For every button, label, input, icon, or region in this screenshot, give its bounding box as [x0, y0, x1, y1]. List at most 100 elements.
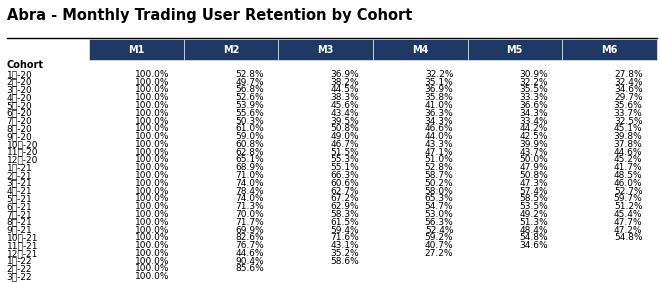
Text: 7月-20: 7月-20 [7, 116, 32, 125]
Text: 49.2%: 49.2% [519, 210, 548, 219]
Text: 78.4%: 78.4% [236, 187, 264, 196]
Text: 3月-21: 3月-21 [7, 179, 32, 188]
Text: 100.0%: 100.0% [135, 70, 170, 79]
Text: 100.0%: 100.0% [135, 140, 170, 149]
Text: 30.9%: 30.9% [519, 70, 548, 79]
Text: 7月-21: 7月-21 [7, 210, 32, 219]
Text: 46.7%: 46.7% [330, 140, 359, 149]
Text: 67.2%: 67.2% [330, 194, 359, 203]
Text: 12月-20: 12月-20 [7, 155, 38, 164]
Text: 100.0%: 100.0% [135, 179, 170, 188]
Text: 58.0%: 58.0% [424, 187, 453, 196]
Text: 46.6%: 46.6% [424, 124, 453, 133]
Text: 57.4%: 57.4% [519, 187, 548, 196]
Text: 60.8%: 60.8% [236, 140, 264, 149]
Text: 49.0%: 49.0% [330, 132, 359, 141]
Text: 76.7%: 76.7% [236, 241, 264, 250]
Text: 100.0%: 100.0% [135, 155, 170, 164]
Text: 52.4%: 52.4% [425, 226, 453, 235]
Text: 51.5%: 51.5% [330, 148, 359, 157]
Text: 100.0%: 100.0% [135, 85, 170, 94]
Text: 37.8%: 37.8% [614, 140, 643, 149]
Text: 65.3%: 65.3% [424, 194, 453, 203]
Text: 11月-20: 11月-20 [7, 148, 38, 157]
Text: 34.3%: 34.3% [424, 116, 453, 125]
Text: 36.9%: 36.9% [330, 70, 359, 79]
Text: 34.6%: 34.6% [519, 241, 548, 250]
Text: M4: M4 [412, 45, 428, 55]
Text: 62.9%: 62.9% [330, 202, 359, 211]
Text: 71.0%: 71.0% [236, 171, 264, 180]
Text: M6: M6 [601, 45, 618, 55]
Text: 35.8%: 35.8% [424, 93, 453, 102]
Text: 2月-21: 2月-21 [7, 171, 32, 180]
Text: 74.0%: 74.0% [236, 179, 264, 188]
Text: 56.8%: 56.8% [236, 85, 264, 94]
Text: 62.7%: 62.7% [330, 187, 359, 196]
Text: 62.8%: 62.8% [236, 148, 264, 157]
Text: 44.6%: 44.6% [614, 148, 643, 157]
Text: 39.5%: 39.5% [330, 116, 359, 125]
Text: 43.7%: 43.7% [519, 148, 548, 157]
Text: 71.6%: 71.6% [330, 233, 359, 242]
Text: 33.7%: 33.7% [614, 109, 643, 118]
Text: 38.3%: 38.3% [330, 93, 359, 102]
Text: 100.0%: 100.0% [135, 218, 170, 227]
Text: 50.8%: 50.8% [519, 171, 548, 180]
Text: M3: M3 [317, 45, 334, 55]
Text: 100.0%: 100.0% [135, 257, 170, 266]
Text: 45.4%: 45.4% [614, 210, 643, 219]
Text: 34.3%: 34.3% [519, 109, 548, 118]
Text: 65.1%: 65.1% [236, 155, 264, 164]
Text: 1月-21: 1月-21 [7, 163, 32, 172]
Text: 47.1%: 47.1% [424, 148, 453, 157]
Text: 49.7%: 49.7% [236, 78, 264, 87]
Text: 44.2%: 44.2% [519, 124, 548, 133]
Text: 61.0%: 61.0% [236, 124, 264, 133]
Text: 100.0%: 100.0% [135, 249, 170, 258]
Text: 74.0%: 74.0% [236, 194, 264, 203]
Text: 53.9%: 53.9% [236, 101, 264, 110]
Text: 9月-20: 9月-20 [7, 132, 32, 141]
Text: 59.2%: 59.2% [424, 233, 453, 242]
Text: 39.8%: 39.8% [614, 132, 643, 141]
Text: 27.2%: 27.2% [425, 249, 453, 258]
Text: 100.0%: 100.0% [135, 187, 170, 196]
Text: M2: M2 [223, 45, 239, 55]
Text: 2月-20: 2月-20 [7, 78, 32, 87]
Text: 71.7%: 71.7% [236, 218, 264, 227]
Text: 100.0%: 100.0% [135, 202, 170, 211]
Text: 100.0%: 100.0% [135, 101, 170, 110]
Text: 69.9%: 69.9% [236, 226, 264, 235]
Text: 51.0%: 51.0% [424, 155, 453, 164]
Text: 61.5%: 61.5% [330, 218, 359, 227]
Text: 52.8%: 52.8% [424, 163, 453, 172]
Text: 44.0%: 44.0% [425, 132, 453, 141]
Text: 51.3%: 51.3% [519, 218, 548, 227]
Text: 100.0%: 100.0% [135, 265, 170, 274]
Text: 58.3%: 58.3% [330, 210, 359, 219]
Text: 36.9%: 36.9% [424, 85, 453, 94]
Text: 3月-20: 3月-20 [7, 85, 32, 94]
Text: 4月-21: 4月-21 [7, 187, 32, 196]
Text: 9月-21: 9月-21 [7, 226, 32, 235]
Text: 44.5%: 44.5% [330, 85, 359, 94]
Text: 45.1%: 45.1% [614, 124, 643, 133]
Text: 58.6%: 58.6% [330, 257, 359, 266]
Text: 33.4%: 33.4% [519, 116, 548, 125]
Text: 100.0%: 100.0% [135, 78, 170, 87]
Text: 100.0%: 100.0% [135, 241, 170, 250]
Text: 66.3%: 66.3% [330, 171, 359, 180]
Text: 59.4%: 59.4% [330, 226, 359, 235]
Text: 43.4%: 43.4% [330, 109, 359, 118]
Text: 100.0%: 100.0% [135, 272, 170, 281]
Text: 58.7%: 58.7% [424, 171, 453, 180]
Text: 100.0%: 100.0% [135, 233, 170, 242]
Text: 29.7%: 29.7% [614, 93, 643, 102]
Text: M5: M5 [507, 45, 523, 55]
Text: 35.2%: 35.2% [330, 249, 359, 258]
Text: 41.0%: 41.0% [424, 101, 453, 110]
Text: M1: M1 [128, 45, 145, 55]
Text: 32.4%: 32.4% [614, 78, 643, 87]
Text: 43.1%: 43.1% [330, 241, 359, 250]
